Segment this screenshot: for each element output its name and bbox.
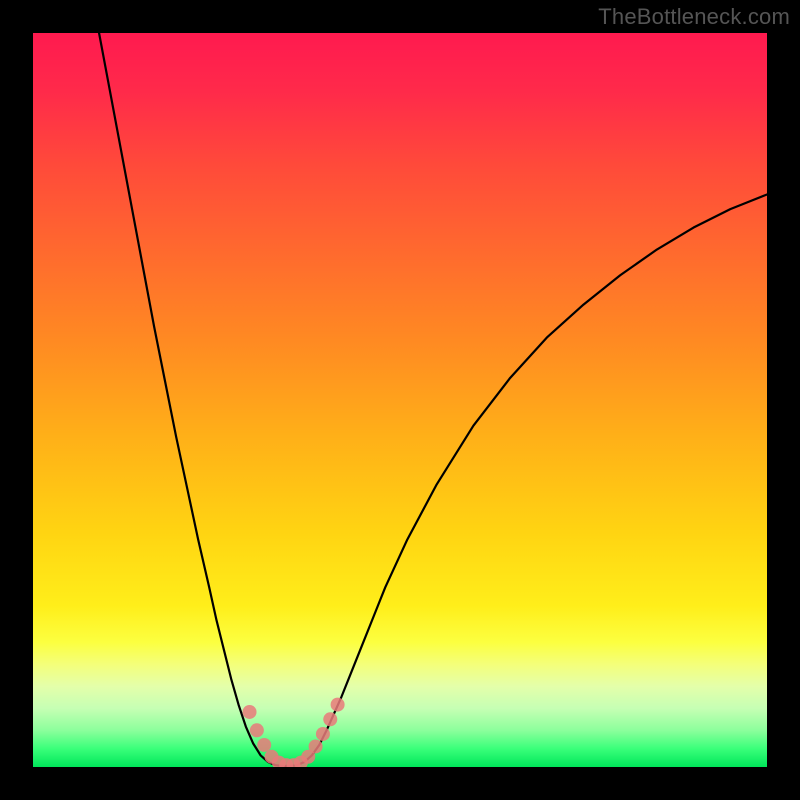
highlight-dot: [309, 739, 323, 753]
curve-layer: [33, 33, 767, 767]
highlight-dot: [323, 712, 337, 726]
highlight-dot: [243, 705, 257, 719]
highlight-dot: [250, 723, 264, 737]
highlight-dot: [316, 727, 330, 741]
bottleneck-curve: [99, 33, 767, 766]
highlight-dot: [331, 698, 345, 712]
plot-area: [33, 33, 767, 767]
highlight-dot: [257, 738, 271, 752]
watermark-text: TheBottleneck.com: [598, 4, 790, 30]
chart-frame: TheBottleneck.com: [0, 0, 800, 800]
